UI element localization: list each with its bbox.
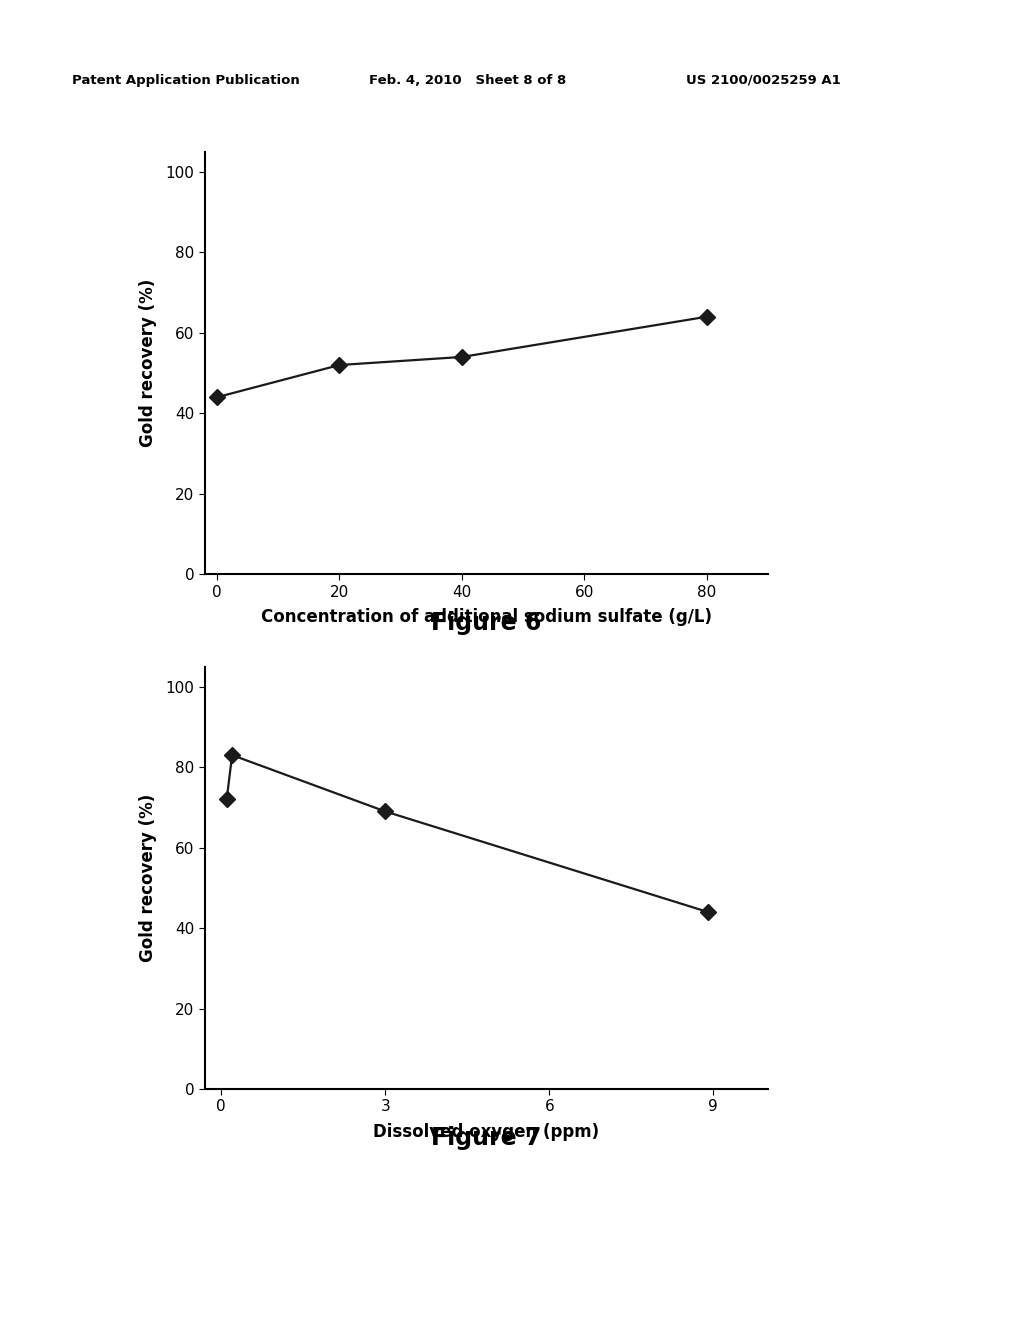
Text: Feb. 4, 2010   Sheet 8 of 8: Feb. 4, 2010 Sheet 8 of 8 [369,74,566,87]
X-axis label: Dissolved oxygen (ppm): Dissolved oxygen (ppm) [374,1123,599,1140]
Text: Figure 7: Figure 7 [431,1126,542,1150]
Text: Figure 6: Figure 6 [431,611,542,635]
Y-axis label: Gold recovery (%): Gold recovery (%) [139,793,157,962]
Text: US 2100/0025259 A1: US 2100/0025259 A1 [686,74,841,87]
Y-axis label: Gold recovery (%): Gold recovery (%) [139,279,157,447]
X-axis label: Concentration of additional sodium sulfate (g/L): Concentration of additional sodium sulfa… [261,609,712,626]
Text: Patent Application Publication: Patent Application Publication [72,74,299,87]
